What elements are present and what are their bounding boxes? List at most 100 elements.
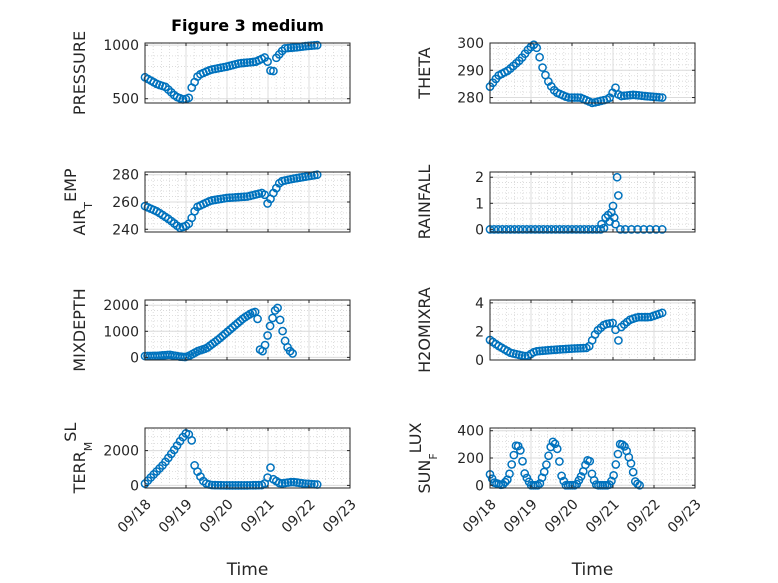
series-markers — [140, 170, 322, 233]
subplot-rainfall: 0 1 2 RAINFALL — [415, 165, 696, 239]
data-point — [312, 170, 322, 180]
data-point — [231, 192, 240, 202]
data-point — [588, 225, 597, 234]
plot-area — [145, 300, 350, 360]
data-point — [584, 225, 593, 234]
data-point — [260, 190, 270, 200]
data-point — [575, 225, 585, 234]
data-point — [254, 480, 264, 490]
data-point — [230, 320, 240, 330]
data-point — [215, 333, 225, 343]
data-point — [619, 91, 629, 101]
data-point — [222, 481, 232, 490]
subplot-h2omixra: 0 2 4 H2OMIXRA — [415, 287, 696, 373]
data-point — [564, 344, 574, 354]
data-point — [614, 336, 623, 345]
data-point — [548, 437, 558, 447]
data-point — [654, 92, 664, 102]
data-point — [239, 58, 249, 68]
data-point — [547, 225, 556, 234]
data-point — [627, 225, 636, 234]
data-point — [312, 40, 322, 50]
data-point — [628, 467, 638, 477]
y-tick-label: 280 — [112, 168, 139, 184]
data-point — [223, 327, 232, 337]
data-point — [263, 473, 272, 482]
ylabel-4: MIXDEPTH — [70, 288, 89, 371]
y-tick-label: 2 — [475, 324, 484, 340]
data-point — [534, 225, 544, 234]
data-point — [558, 344, 568, 354]
data-point — [622, 91, 632, 100]
data-point — [637, 91, 647, 101]
data-point — [567, 344, 577, 353]
axes-box — [489, 299, 696, 361]
data-point — [544, 345, 553, 355]
data-point — [649, 92, 658, 102]
data-point — [538, 225, 548, 234]
data-point — [222, 193, 232, 203]
plot-area — [490, 172, 695, 232]
y-tick-label: 2000 — [103, 298, 139, 314]
data-point — [576, 343, 585, 353]
data-point — [502, 225, 511, 234]
ylabel-2: AIRTEMP — [61, 168, 95, 235]
data-point — [579, 225, 589, 234]
data-point — [620, 442, 629, 451]
data-point — [564, 93, 574, 102]
data-point — [245, 480, 255, 490]
data-point — [532, 43, 542, 53]
data-point — [184, 93, 194, 103]
subplot-theta: 280 290 300 THETA — [415, 36, 696, 108]
data-point — [285, 346, 295, 356]
data-point — [289, 43, 299, 52]
data-point — [570, 344, 579, 353]
subplot-pressure: 500 1000 PRESSURE Figure 3 medium — [70, 16, 351, 115]
ylabel-1: THETA — [415, 47, 434, 99]
data-point — [635, 480, 645, 490]
y-tick-label: 1000 — [103, 38, 139, 54]
data-point — [509, 450, 519, 460]
y-tick-label: 260 — [112, 195, 139, 211]
data-point — [616, 225, 625, 234]
data-point — [518, 456, 527, 466]
data-point — [236, 481, 246, 490]
data-point — [634, 91, 644, 100]
data-point — [625, 90, 635, 100]
data-point — [573, 343, 582, 353]
y-tick-label: 290 — [457, 63, 484, 79]
data-point — [611, 219, 620, 229]
data-point — [242, 481, 252, 490]
y-tick-label: 300 — [457, 36, 484, 52]
data-point — [288, 349, 297, 358]
data-point — [286, 477, 296, 487]
data-point — [640, 312, 650, 322]
axes-box — [489, 42, 696, 104]
data-point — [304, 41, 313, 51]
data-point — [269, 66, 278, 76]
data-point — [555, 345, 565, 354]
series-markers — [140, 303, 297, 362]
data-point — [646, 92, 655, 101]
series-markers — [485, 308, 667, 361]
data-point — [236, 58, 246, 68]
data-point — [579, 343, 588, 353]
data-point — [236, 192, 246, 202]
data-point — [278, 326, 287, 336]
plot-area — [145, 43, 350, 103]
data-point — [609, 470, 618, 480]
y-tick-label: 200 — [457, 451, 484, 467]
data-point — [187, 436, 197, 445]
data-point — [286, 43, 296, 53]
data-point — [576, 472, 586, 481]
data-point — [585, 456, 595, 466]
subplot-air-temp: 240 260 280 AIRTEMP — [61, 168, 351, 238]
axes-box — [144, 299, 351, 361]
data-point — [555, 225, 565, 234]
data-point — [607, 476, 616, 486]
data-point — [612, 172, 622, 182]
data-point — [301, 479, 310, 489]
data-point — [263, 331, 272, 340]
y-tick-label: 240 — [112, 222, 139, 238]
